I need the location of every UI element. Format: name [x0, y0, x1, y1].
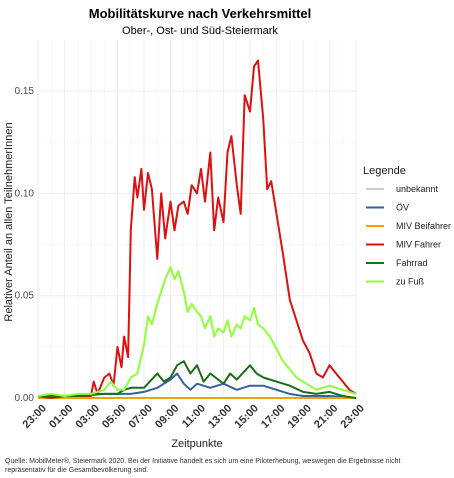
y-tick-label: 0.05 — [15, 291, 35, 302]
series-line-1 — [38, 372, 357, 399]
x-tick-label: 19:00 — [286, 402, 314, 430]
y-tick-label: 0.00 — [15, 393, 35, 404]
x-tick-label: 17:00 — [259, 402, 287, 430]
series-line-5 — [37, 266, 357, 397]
x-tick-label: 21:00 — [312, 402, 340, 430]
legend-title: Legende — [363, 165, 406, 177]
x-tick-label: 01:00 — [47, 402, 75, 430]
footnote-line-2: repräsentativ für die Gesamtbevölkerung … — [5, 467, 148, 474]
legend-label-1: ÖV — [396, 203, 409, 213]
x-axis: 23:0001:0003:0005:0007:0009:0011:0013:00… — [21, 402, 367, 430]
y-tick-label: 0.10 — [15, 188, 35, 199]
x-tick-label: 23:00 — [339, 402, 367, 430]
x-tick-label: 05:00 — [100, 402, 128, 430]
y-axis-label: Relativer Anteil an allen TeilnehmerInne… — [3, 122, 15, 321]
legend-label-0: unbekannt — [396, 184, 439, 194]
legend-label-4: Fahrrad — [396, 258, 428, 268]
series-line-4 — [38, 360, 357, 399]
x-tick-label: 09:00 — [153, 402, 181, 430]
chart-subtitle: Ober-, Ost- und Süd-Steiermark — [122, 25, 278, 37]
legend-label-2: MIV Beifahrer — [396, 221, 451, 231]
x-tick-label: 15:00 — [233, 402, 261, 430]
series-lines — [37, 59, 357, 399]
x-tick-label: 23:00 — [21, 402, 49, 430]
footnote-line-1: Quelle: MobilMeter®, Steiermark 2020. Be… — [5, 457, 400, 465]
chart-title: Mobilitätskurve nach Verkehrsmittel — [89, 6, 312, 21]
x-tick-label: 11:00 — [180, 402, 208, 430]
legend-label-3: MIV Fahrer — [396, 240, 441, 250]
grid — [37, 40, 357, 399]
x-tick-label: 03:00 — [74, 402, 102, 430]
y-tick-label: 0.15 — [15, 86, 35, 97]
legend-label-5: zu Fuß — [396, 277, 425, 287]
x-tick-label: 07:00 — [127, 402, 155, 430]
series-line-3 — [37, 59, 357, 399]
y-axis: 0.00 0.05 0.10 0.15 — [15, 86, 35, 404]
x-axis-label: Zeitpunkte — [171, 438, 222, 450]
x-tick-label: 13:00 — [206, 402, 234, 430]
legend: Legende unbekannt ÖV MIV Beifahrer MIV Fahr… — [363, 165, 451, 287]
